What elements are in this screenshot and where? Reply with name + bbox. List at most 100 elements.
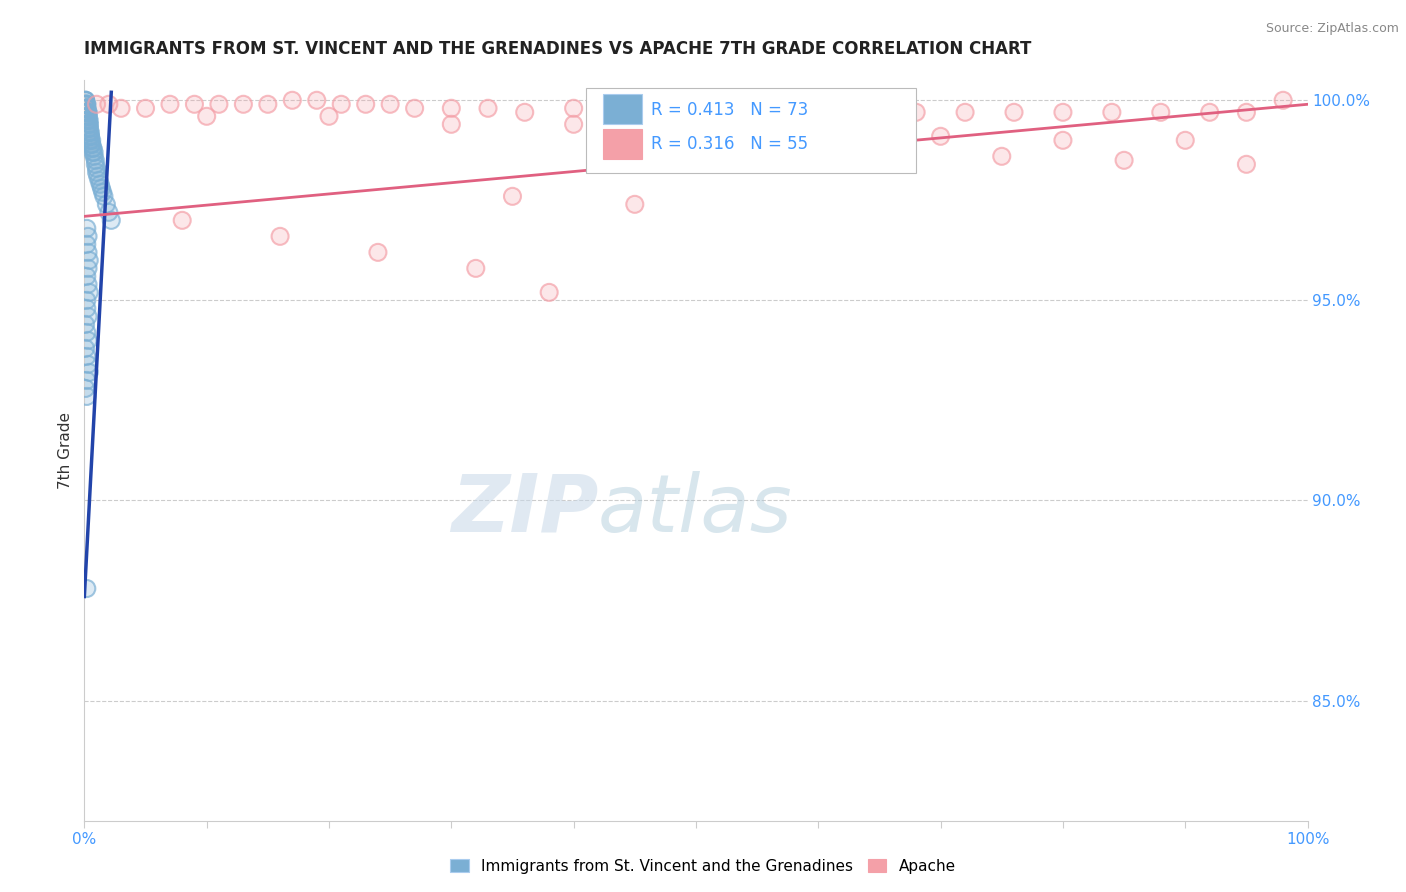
Point — [75, 97, 97, 112]
Point — [86, 165, 108, 179]
Point — [538, 285, 561, 300]
Point — [76, 269, 98, 284]
Point — [807, 125, 830, 139]
Point — [79, 129, 101, 144]
Text: ZIP: ZIP — [451, 471, 598, 549]
Point — [281, 93, 304, 107]
Point — [76, 269, 98, 284]
Point — [77, 113, 100, 128]
Point — [77, 113, 100, 128]
FancyBboxPatch shape — [603, 129, 643, 159]
Point — [76, 101, 98, 115]
Point — [183, 97, 205, 112]
Point — [159, 97, 181, 112]
Point — [502, 189, 524, 203]
Point — [79, 133, 101, 147]
Point — [80, 137, 103, 152]
Point — [76, 101, 98, 115]
Point — [82, 145, 104, 160]
Point — [75, 93, 97, 107]
Point — [929, 129, 952, 144]
Point — [1236, 157, 1258, 171]
Point — [76, 373, 98, 387]
Point — [76, 301, 98, 316]
Point — [612, 105, 634, 120]
Point — [77, 285, 100, 300]
Point — [76, 350, 98, 364]
Point — [76, 293, 98, 308]
Point — [183, 97, 205, 112]
Point — [97, 97, 120, 112]
Point — [869, 145, 891, 160]
Point — [82, 141, 104, 155]
Point — [77, 109, 100, 123]
Point — [856, 105, 879, 120]
Point — [1052, 133, 1074, 147]
Point — [1101, 105, 1123, 120]
Point — [1052, 105, 1074, 120]
Text: Source: ZipAtlas.com: Source: ZipAtlas.com — [1265, 22, 1399, 36]
Point — [440, 117, 463, 131]
Point — [367, 245, 389, 260]
Point — [1236, 157, 1258, 171]
Point — [991, 149, 1014, 163]
Point — [76, 326, 98, 340]
Point — [90, 181, 112, 195]
Point — [464, 261, 486, 276]
Point — [76, 101, 98, 115]
Point — [79, 129, 101, 144]
Point — [232, 97, 254, 112]
Point — [905, 105, 928, 120]
Point — [76, 105, 98, 120]
Point — [1272, 93, 1295, 107]
Point — [159, 97, 181, 112]
Point — [1236, 105, 1258, 120]
Point — [76, 97, 98, 112]
Point — [257, 97, 280, 112]
Point — [75, 97, 97, 112]
Point — [562, 117, 585, 131]
Point — [562, 101, 585, 115]
Point — [77, 229, 100, 244]
Point — [86, 161, 108, 176]
Point — [79, 125, 101, 139]
Point — [477, 101, 499, 115]
Point — [77, 261, 100, 276]
Point — [97, 205, 120, 219]
Point — [77, 121, 100, 136]
Point — [90, 181, 112, 195]
Point — [612, 105, 634, 120]
Point — [86, 97, 108, 112]
Point — [96, 197, 118, 211]
Point — [80, 137, 103, 152]
Point — [77, 358, 100, 372]
Point — [747, 141, 769, 155]
Point — [195, 109, 218, 123]
Point — [953, 105, 976, 120]
Point — [93, 189, 115, 203]
Point — [87, 173, 110, 187]
Point — [513, 105, 536, 120]
Point — [77, 334, 100, 348]
Text: R = 0.413   N = 73: R = 0.413 N = 73 — [651, 101, 808, 119]
Point — [110, 101, 132, 115]
Point — [1002, 105, 1025, 120]
Point — [80, 133, 103, 147]
Point — [380, 97, 402, 112]
Point — [172, 213, 194, 227]
Point — [76, 97, 98, 112]
Point — [77, 109, 100, 123]
Point — [79, 133, 101, 147]
Point — [1150, 105, 1173, 120]
Point — [75, 318, 97, 332]
Point — [172, 213, 194, 227]
Point — [685, 121, 707, 136]
Point — [77, 105, 100, 120]
Point — [305, 93, 328, 107]
Point — [807, 105, 830, 120]
Point — [1174, 133, 1197, 147]
Point — [77, 285, 100, 300]
Point — [77, 121, 100, 136]
Point — [1114, 153, 1136, 168]
Point — [84, 157, 107, 171]
